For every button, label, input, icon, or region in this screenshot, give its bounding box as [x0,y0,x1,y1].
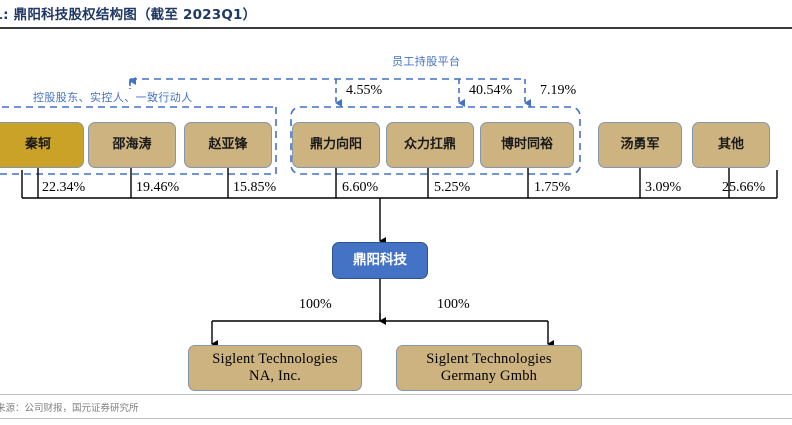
shareholder-pct-6: 3.09% [645,180,682,195]
company-box[interactable]: 鼎阳科技 [332,242,428,279]
shareholder-pct-0: 22.34% [42,180,86,195]
esop-pct-2: 7.19% [540,83,577,98]
shareholder-box-1[interactable]: 邵海涛 [88,122,176,168]
footer-divider-top [0,394,792,395]
esop-pct-0: 4.55% [346,83,383,98]
subsidiary-pct-0: 100% [299,297,332,312]
subsidiary-0-line1: Siglent Technologies [212,351,338,368]
shareholder-pct-3: 6.60% [342,180,379,195]
shareholder-pct-4: 5.25% [434,180,471,195]
shareholder-pct-2: 15.85% [233,180,277,195]
title-divider [0,27,792,29]
title-bar: 41: 鼎阳科技股权结构图（截至 2023Q1） [0,0,792,26]
esop-pct-1: 40.54% [469,83,513,98]
subsidiary-0-line2: NA, Inc. [249,368,301,384]
subsidiary-1-line2: Germany Gmbh [440,368,538,384]
shareholder-box-2[interactable]: 赵亚锋 [184,122,272,168]
group-label-esop: 员工持股平台 [389,53,464,69]
subsidiary-box-1[interactable]: Siglent Technologies Germany Gmbh [396,345,582,391]
shareholder-pct-7: 25.66% [722,180,766,195]
shareholder-box-7[interactable]: 其他 [692,122,770,168]
footer-divider-bottom [0,418,792,419]
source-note: 来源：公司财报，国元证券研究所 [0,403,139,414]
subsidiary-1-line1: Siglent Technologies [426,351,552,368]
group-label-controlling-shareholders: 控股股东、实控人、一致行动人 [30,89,196,105]
shareholder-box-0[interactable]: 秦轲 [0,122,84,168]
shareholder-box-5[interactable]: 博时同裕 [480,122,574,168]
shareholder-pct-1: 19.46% [136,180,180,195]
shareholder-box-6[interactable]: 汤勇军 [598,122,682,168]
page-title: 41: 鼎阳科技股权结构图（截至 2023Q1） [0,7,257,23]
shareholder-box-4[interactable]: 众力扛鼎 [386,122,474,168]
shareholder-pct-5: 1.75% [534,180,571,195]
shareholding-structure-diagram: 控股股东、实控人、一致行动人 员工持股平台 4.55% 40.54% 7.19%… [0,29,792,394]
subsidiary-pct-1: 100% [437,297,470,312]
shareholder-box-3[interactable]: 鼎力向阳 [292,122,380,168]
subsidiary-box-0[interactable]: Siglent Technologies NA, Inc. [188,345,362,391]
connector-lines [0,77,778,348]
